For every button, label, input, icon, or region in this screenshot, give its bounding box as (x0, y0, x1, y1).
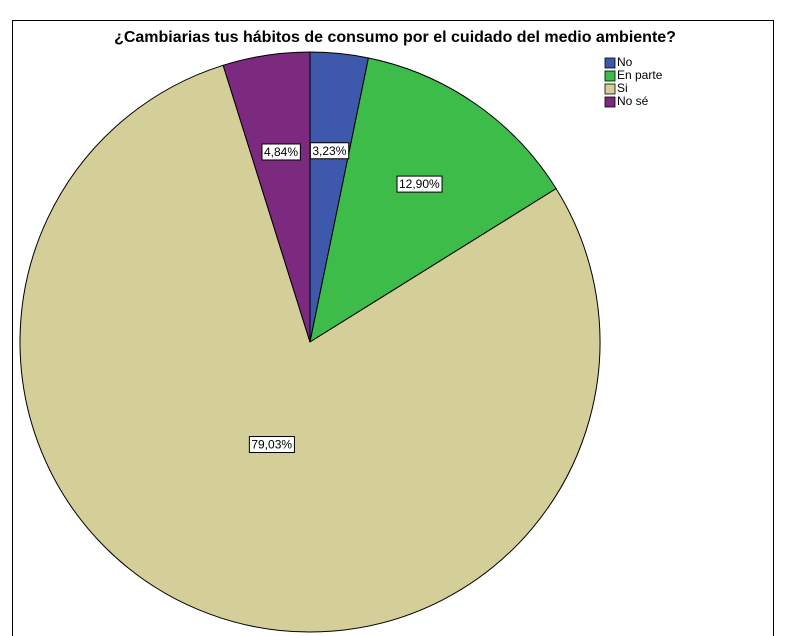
data-label: 79,03% (251, 438, 292, 452)
data-label-box (261, 143, 301, 161)
legend-label: Si (617, 81, 628, 95)
data-label: 3,23% (312, 144, 346, 158)
data-label-box (248, 436, 295, 454)
chart-title: ¿Cambiarias tus hábitos de consumo por e… (114, 29, 676, 46)
data-label-box (396, 175, 443, 193)
legend-label: No sé (617, 94, 649, 108)
data-label: 12,90% (399, 177, 440, 191)
pie-slice (19, 64, 601, 633)
data-label-box (309, 142, 350, 160)
legend-label: No (617, 55, 633, 69)
legend-swatch (604, 70, 616, 82)
data-label: 4,84% (264, 145, 298, 159)
pie-slice (222, 51, 311, 343)
legend-label: En parte (617, 68, 663, 82)
legend-swatch (604, 96, 616, 108)
legend-swatch (604, 57, 616, 69)
pie-slice (309, 57, 557, 344)
legend-swatch (604, 83, 616, 95)
